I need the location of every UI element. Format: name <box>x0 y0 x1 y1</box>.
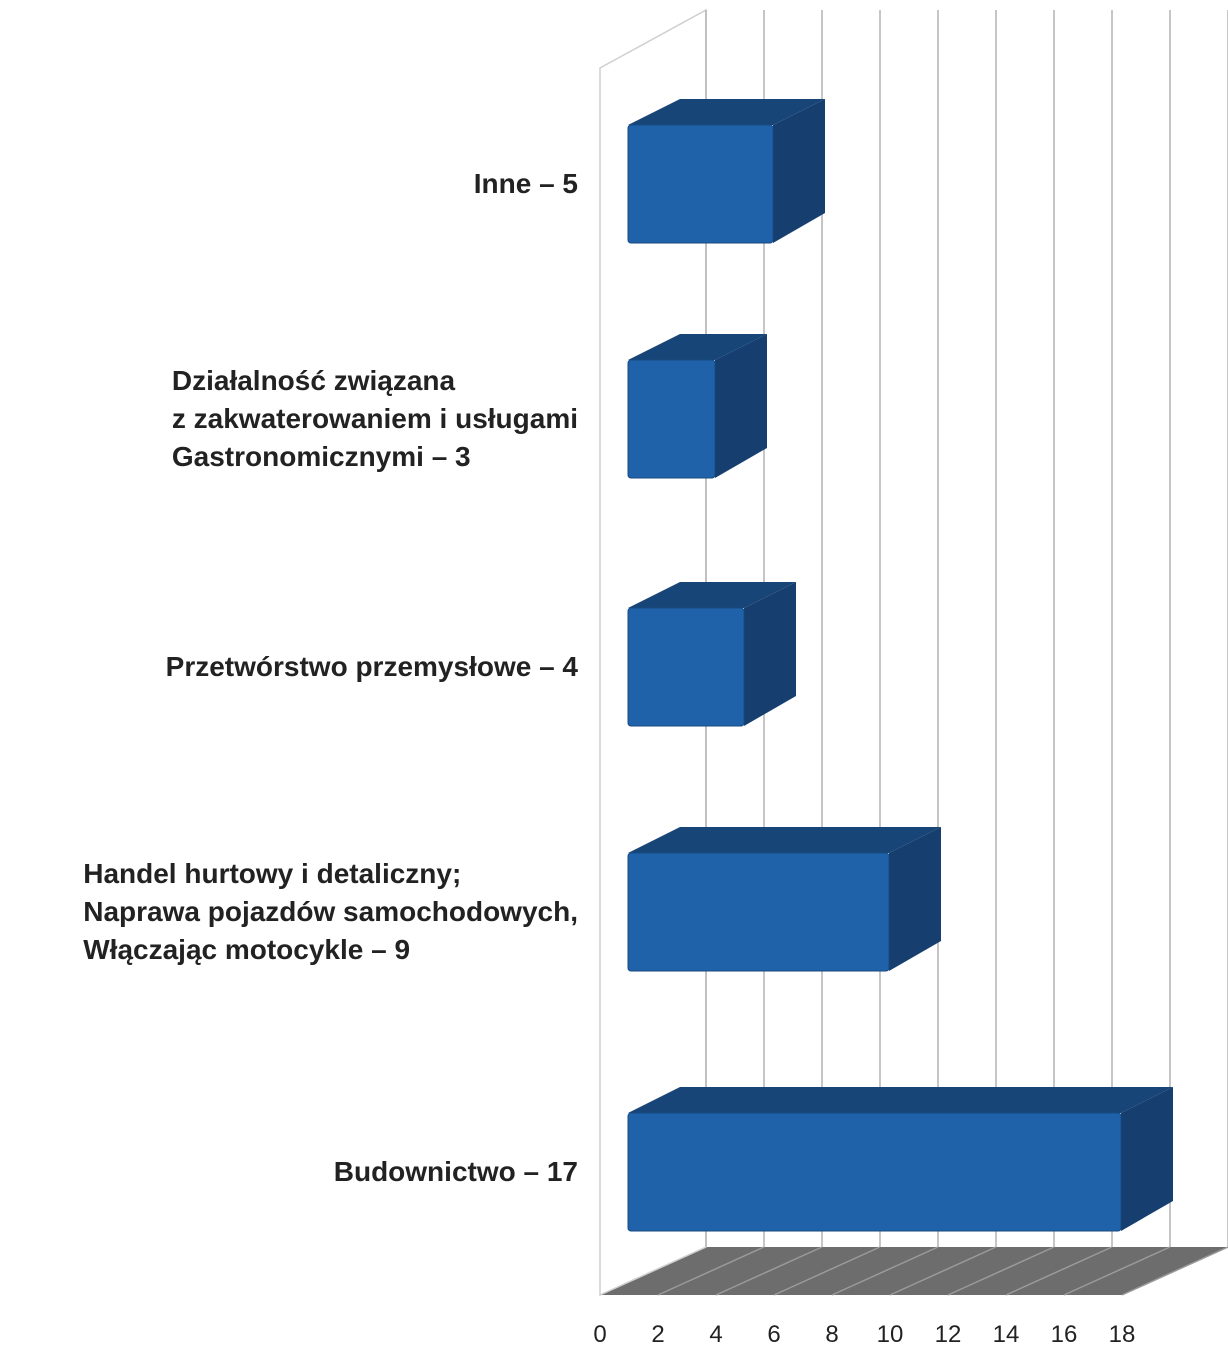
category-label-line: Inne – 5 <box>473 168 578 199</box>
category-label: Działalność związana z zakwaterowaniem i … <box>172 362 578 476</box>
floor-line <box>889 1246 997 1296</box>
bar-top-face <box>628 582 796 608</box>
floor-line <box>1005 1246 1113 1296</box>
x-tick-label: 16 <box>1051 1321 1078 1348</box>
floor-line <box>1063 1246 1171 1296</box>
x-tick-label: 12 <box>935 1321 962 1348</box>
x-tick-label: 8 <box>825 1321 838 1348</box>
x-tick-label: 10 <box>877 1321 904 1348</box>
bar <box>627 827 941 972</box>
category-label: Przetwórstwo przemysłowe – 4 <box>166 648 578 686</box>
category-label-line: Przetwórstwo przemysłowe – 4 <box>165 651 578 682</box>
x-tick-label: 2 <box>651 1321 664 1348</box>
bar-side-face <box>744 582 796 726</box>
bar-top-face <box>628 334 767 360</box>
category-label-line: Włączając motocykle – 9 <box>83 934 411 965</box>
bar-side-face <box>715 334 767 478</box>
x-tick-label: 18 <box>1109 1321 1136 1348</box>
chart-floor <box>600 1247 1228 1295</box>
floor-line <box>831 1246 939 1296</box>
floor-line <box>947 1246 1055 1296</box>
bar-front-face <box>627 359 716 479</box>
bar <box>627 1087 1173 1232</box>
bar <box>627 334 767 479</box>
bar-top-face <box>628 1087 1173 1113</box>
floor-line <box>773 1246 881 1296</box>
bar-front-face <box>627 852 890 972</box>
category-label-line: Gastronomicznymi – 3 <box>171 441 471 472</box>
bar <box>627 99 825 244</box>
x-tick-label: 14 <box>993 1321 1020 1348</box>
bar-front-face <box>627 1112 1122 1232</box>
bar-top-face <box>628 827 941 853</box>
bar-top-face <box>628 99 825 125</box>
bar-side-face <box>773 99 825 243</box>
category-label: Handel hurtowy i detaliczny; Naprawa poja… <box>83 855 578 969</box>
x-tick-label: 6 <box>767 1321 780 1348</box>
category-label-line: Działalność związana <box>171 365 456 396</box>
category-label-line: z zakwaterowaniem i usługami <box>171 403 578 434</box>
x-tick-label: 4 <box>709 1321 722 1348</box>
x-tick-label: 0 <box>593 1321 606 1348</box>
category-label-line: Handel hurtowy i detaliczny; <box>83 858 462 889</box>
category-label: Inne – 5 <box>474 165 578 203</box>
bar-side-face <box>1121 1087 1173 1231</box>
bar <box>627 582 796 727</box>
floor-line <box>1121 1246 1228 1296</box>
category-label-line: Budownictwo – 17 <box>333 1156 578 1187</box>
category-label: Budownictwo – 17 <box>334 1153 578 1191</box>
floor-line <box>715 1246 823 1296</box>
bar-side-face <box>889 827 941 971</box>
floor-line <box>657 1246 765 1296</box>
category-label-line: Naprawa pojazdów samochodowych, <box>83 896 578 927</box>
bar-front-face <box>627 607 745 727</box>
bar-front-face <box>627 124 774 244</box>
